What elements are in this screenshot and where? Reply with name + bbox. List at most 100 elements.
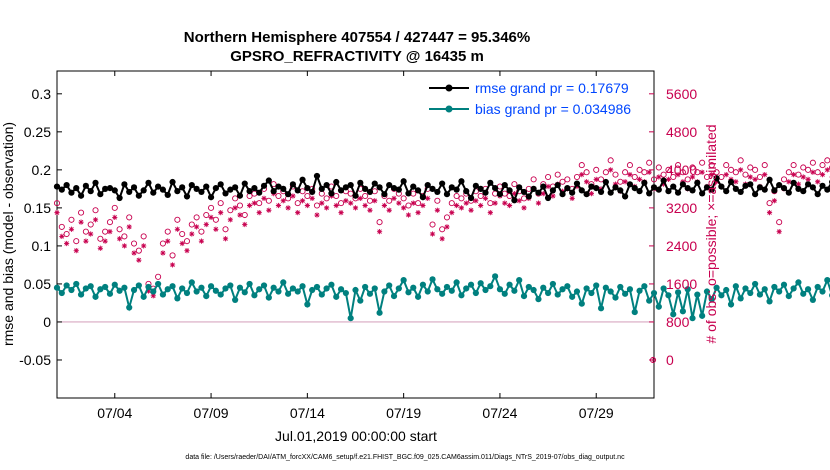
rmse-series-point (405, 190, 412, 197)
legend-bias-marker (445, 105, 453, 113)
bias-series-point (477, 280, 484, 287)
bias-series-point (559, 286, 566, 293)
rmse-series-point (559, 191, 566, 198)
obs-assimilated-marker (766, 210, 773, 216)
obs-possible-marker (626, 162, 633, 169)
rmse-series-point (506, 187, 513, 194)
bias-series-point (232, 296, 239, 303)
bias-series-point (183, 289, 191, 297)
rmse-series-point (77, 192, 85, 199)
rmse-series-point (217, 181, 224, 188)
obs-possible-marker (607, 157, 614, 164)
obs-possible-marker (583, 169, 590, 176)
rmse-series-point (53, 183, 61, 190)
rmse-series-point (116, 194, 123, 202)
obs-possible-marker (670, 173, 677, 181)
rmse-series-point (337, 187, 345, 194)
bias-series-point (824, 277, 830, 284)
obs-assimilated-marker (458, 205, 465, 211)
rmse-series-point (588, 183, 595, 190)
obs-assimilated-marker (713, 179, 720, 185)
obs-assimilated-marker (165, 238, 171, 244)
bias-series-point (448, 287, 455, 294)
rmse-series-point (270, 188, 277, 195)
bias-series-point (439, 290, 446, 297)
bias-series-point (179, 285, 186, 292)
bias-series-point (111, 281, 118, 288)
bias-series-point (689, 315, 696, 322)
bias-series-point (713, 284, 720, 291)
bias-series-point (126, 304, 133, 311)
rmse-series-point (169, 178, 176, 186)
obs-possible-marker (593, 166, 600, 173)
obs-possible-marker (405, 202, 412, 209)
bias-series-point (323, 285, 330, 292)
bias-series-point (304, 301, 311, 308)
rmse-series-point (679, 181, 686, 188)
bias-series-point (670, 311, 677, 318)
bias-series-point (280, 279, 287, 286)
obs-assimilated-marker (535, 200, 542, 206)
bias-series-point (593, 282, 600, 289)
chart-title-line-1: Northern Hemisphere 407554 / 427447 = 95… (184, 29, 530, 46)
obs-assimilated-marker (487, 210, 493, 216)
obs-possible-marker (212, 216, 219, 223)
bias-series-point (463, 285, 470, 292)
rmse-series-point (381, 191, 388, 198)
bias-series-point (169, 283, 176, 290)
y-tick-label: 0.1 (32, 238, 52, 254)
bias-series-point (752, 280, 759, 288)
bias-series-point (703, 288, 711, 295)
obs-assimilated-marker (319, 200, 325, 206)
obs-assimilated-marker (550, 193, 556, 199)
bias-series-point (641, 283, 648, 290)
obs-possible-marker (699, 159, 706, 166)
rmse-series-point (771, 187, 778, 194)
obs-assimilated-marker (189, 231, 195, 237)
obs-assimilated-marker (280, 198, 286, 204)
obs-possible-marker (159, 240, 166, 247)
obs-assimilated-marker (429, 231, 436, 237)
bias-series-point (737, 295, 744, 302)
obs-assimilated-marker (709, 172, 715, 178)
rmse-series-point (333, 178, 340, 186)
bias-series-point (68, 286, 75, 294)
obs-possible-marker (612, 171, 619, 178)
obs-possible-marker (169, 252, 176, 259)
bias-series-point (333, 293, 340, 300)
bias-series-point (217, 291, 224, 298)
rmse-series-point (800, 188, 807, 195)
obs-assimilated-marker (791, 172, 797, 178)
bias-series-point (732, 283, 739, 290)
rmse-series-point (472, 182, 479, 189)
rmse-series-point (713, 175, 720, 182)
rmse-series-point (318, 185, 325, 192)
obs-assimilated-marker (131, 250, 137, 256)
rmse-series-point (540, 183, 547, 190)
obs-assimilated-marker (357, 195, 363, 201)
obs-possible-marker (227, 207, 234, 214)
obs-possible-marker (805, 166, 812, 173)
rmse-series-point (554, 181, 561, 189)
rmse-series-point (703, 184, 711, 191)
obs-possible-marker (58, 223, 65, 230)
rmse-series-point (549, 187, 556, 194)
obs-assimilated-marker (482, 195, 489, 201)
rmse-series-point (752, 191, 759, 198)
bias-series-point (530, 286, 537, 294)
obs-possible-marker (742, 171, 749, 178)
rmse-series-point (145, 179, 152, 186)
obs-assimilated-marker (434, 207, 440, 213)
obs-assimilated-marker (232, 205, 238, 211)
obs-assimilated-marker (386, 207, 392, 213)
obs-assimilated-marker (478, 202, 484, 209)
rmse-series-point (73, 185, 80, 192)
bias-series-point (694, 291, 701, 298)
bias-series-point (718, 292, 725, 299)
obs-possible-marker (164, 228, 171, 235)
obs-assimilated-marker (405, 212, 412, 218)
obs-assimilated-marker (309, 195, 315, 201)
bias-series-point (804, 286, 812, 293)
rmse-series-point (193, 185, 200, 192)
bias-series-point (636, 287, 643, 294)
